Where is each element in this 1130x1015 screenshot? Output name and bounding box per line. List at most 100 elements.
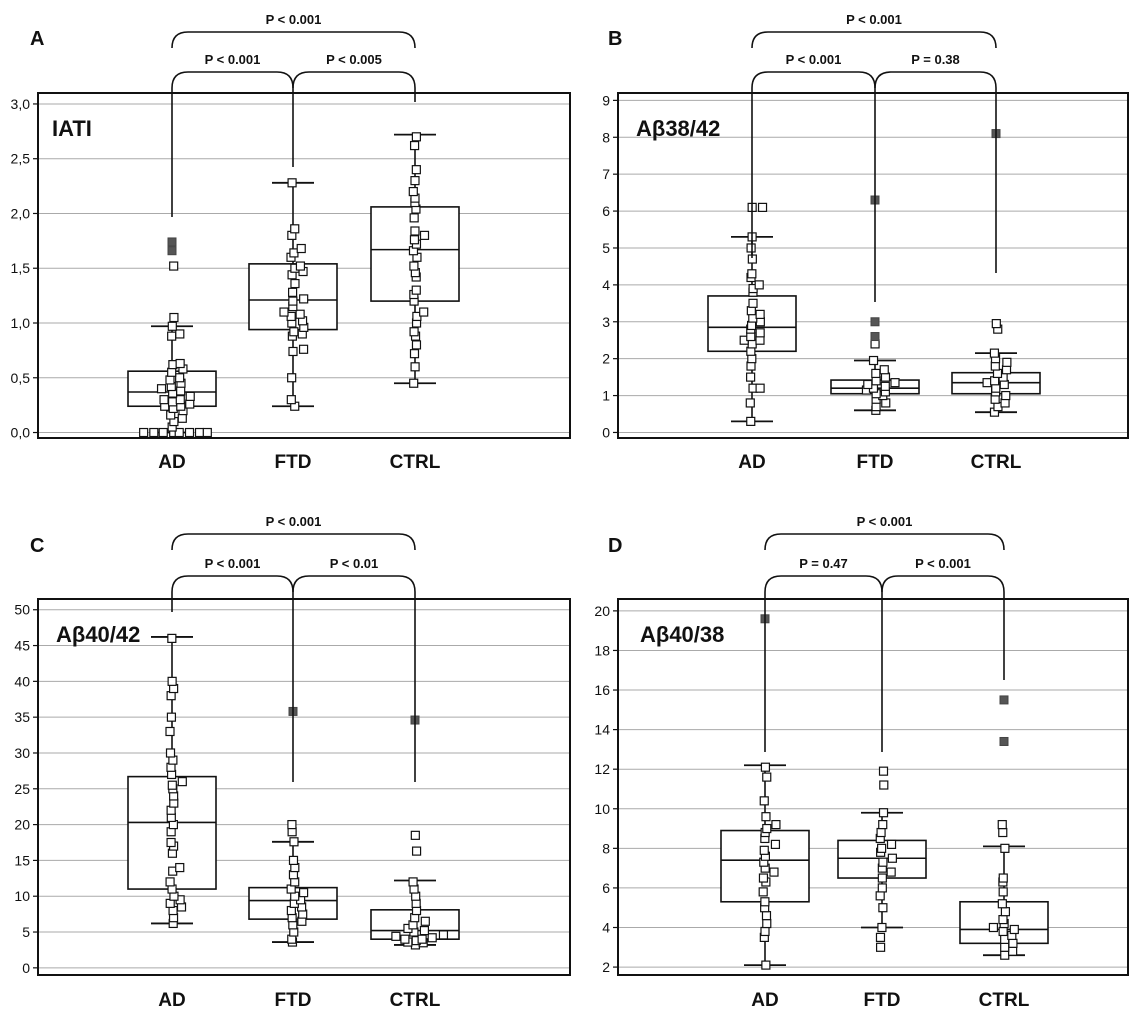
y-tick-label: 14	[594, 722, 610, 738]
data-point	[769, 867, 779, 877]
data-point	[167, 676, 177, 686]
data-point	[410, 362, 420, 372]
measure-label: Aβ38/42	[636, 116, 720, 141]
data-point	[176, 386, 186, 396]
y-tick-label: 8	[602, 840, 610, 856]
data-point	[290, 224, 300, 234]
data-point	[878, 857, 888, 867]
data-point	[879, 780, 889, 790]
p-value-label-inner: P < 0.001	[915, 556, 971, 571]
data-point	[288, 296, 298, 306]
data-point	[877, 873, 887, 883]
data-point	[758, 873, 769, 883]
data-point	[989, 348, 1000, 358]
data-point	[409, 327, 419, 337]
data-point	[409, 261, 419, 271]
category-label-ctrl: CTRL	[971, 452, 1022, 473]
data-point	[762, 772, 772, 782]
data-point	[288, 855, 299, 866]
p-value-label-inner: P = 0.47	[799, 556, 848, 571]
data-point	[982, 378, 992, 388]
data-point	[409, 349, 420, 359]
box-ftd	[830, 195, 920, 415]
y-tick-label: 4	[602, 277, 610, 293]
p-value-label-outer: P < 0.001	[857, 514, 913, 529]
data-point	[411, 285, 421, 295]
data-point	[762, 823, 772, 834]
data-point	[1000, 950, 1010, 960]
data-point	[290, 278, 300, 289]
data-point	[998, 914, 1008, 925]
data-point	[391, 931, 401, 941]
data-point	[1000, 907, 1011, 917]
y-tick-label: 0,0	[11, 425, 31, 441]
box-ad	[127, 237, 217, 438]
y-tick-label: 25	[14, 781, 30, 797]
plot-frame	[617, 598, 1129, 976]
category-label-ctrl: CTRL	[979, 990, 1030, 1011]
data-point	[298, 344, 309, 354]
p-value-label-outer: P < 0.001	[846, 12, 902, 27]
y-tick-label: 7	[602, 166, 610, 182]
data-point	[997, 899, 1007, 909]
data-point	[167, 397, 178, 407]
panel-c: 0 5 10 15 20 25 30 35 40 45 50 AD FTD CTRL P < 0.001 P …	[14, 514, 571, 1011]
p-value-label-inner: P < 0.01	[330, 556, 379, 571]
data-point	[770, 839, 781, 849]
data-point	[748, 298, 758, 308]
panel-letter: D	[608, 535, 622, 557]
data-point	[167, 321, 177, 331]
outlier-point	[870, 332, 880, 342]
data-point	[998, 926, 1008, 937]
box-ctrl	[370, 715, 460, 950]
data-point	[185, 391, 195, 401]
category-label-ftd: FTD	[864, 990, 901, 1011]
data-point	[167, 633, 177, 643]
category-label-ad: AD	[751, 990, 778, 1011]
y-tick-label: 4	[602, 920, 610, 936]
y-tick-label: 45	[14, 638, 30, 654]
data-point	[184, 427, 195, 438]
comparison-bracket-inner	[874, 71, 997, 89]
data-point	[1000, 843, 1010, 853]
comparison-bracket-inner	[764, 575, 883, 593]
data-point	[878, 808, 889, 818]
data-point	[419, 307, 429, 317]
data-point	[887, 853, 897, 863]
y-tick-label: 40	[14, 673, 30, 689]
y-tick-label: 18	[594, 642, 610, 658]
comparison-bracket-inner	[751, 71, 876, 89]
y-tick-label: 1	[602, 388, 610, 404]
plot-area	[618, 599, 1128, 975]
data-point	[417, 934, 427, 944]
data-point	[760, 926, 770, 937]
data-point	[411, 846, 422, 856]
data-point	[286, 395, 296, 405]
category-label-ctrl: CTRL	[390, 990, 441, 1011]
data-point	[755, 328, 765, 338]
data-point	[175, 862, 185, 873]
box-ad	[127, 633, 217, 929]
data-point	[299, 294, 309, 304]
y-tick-label: 20	[14, 817, 30, 833]
data-point	[177, 777, 187, 787]
box-ftd	[248, 178, 338, 411]
y-tick-label: 0	[602, 424, 610, 440]
data-point	[279, 307, 289, 317]
category-label-ctrl: CTRL	[390, 452, 441, 473]
y-tick-label: 2	[602, 959, 610, 975]
data-point	[759, 845, 769, 855]
data-point	[175, 395, 185, 405]
y-tick-label: 1,5	[11, 260, 31, 276]
panel-letter: B	[608, 28, 622, 50]
outlier-point	[999, 695, 1009, 705]
data-point	[409, 235, 420, 245]
data-point	[875, 932, 886, 943]
panel-letter: A	[30, 28, 44, 50]
p-value-label-outer: P < 0.001	[266, 514, 322, 529]
data-point	[1009, 924, 1019, 935]
data-point	[174, 427, 184, 438]
data-point	[747, 269, 757, 279]
data-point	[287, 178, 297, 188]
data-point	[165, 375, 175, 385]
